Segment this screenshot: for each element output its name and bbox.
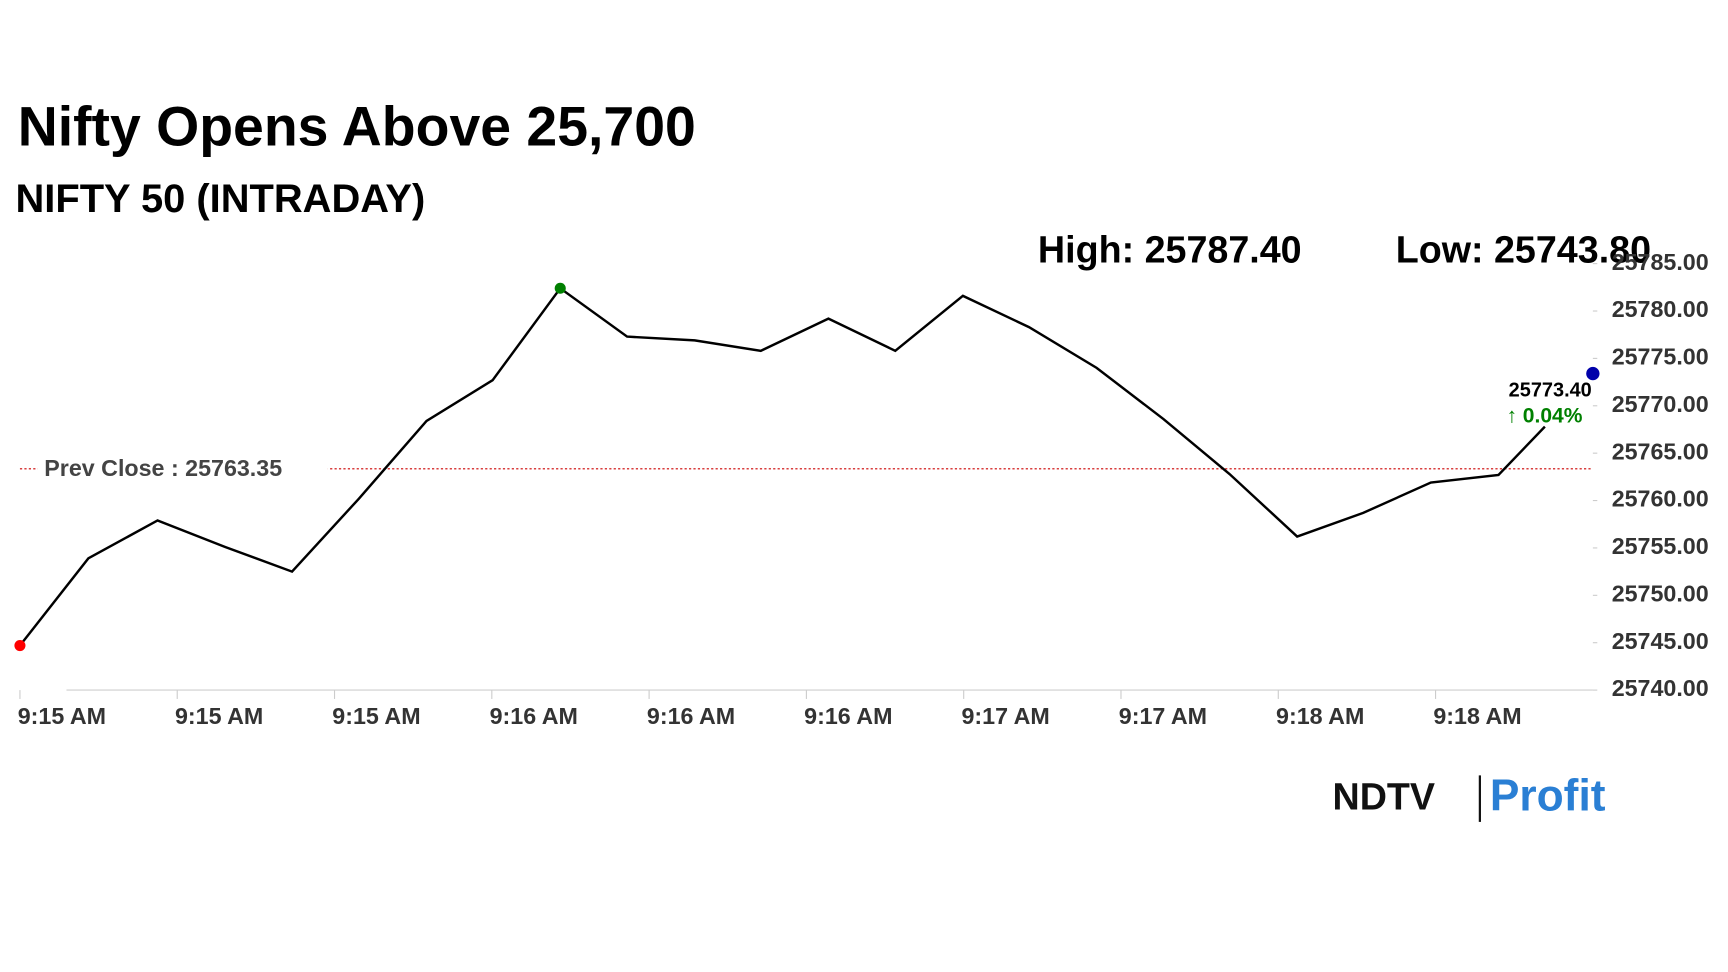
y-tick-label: 25750.00 [1612, 580, 1709, 606]
last-change-label: ↑ 0.04% [1506, 404, 1582, 427]
y-tick-label: 25785.00 [1612, 249, 1709, 275]
y-tick-label: 25770.00 [1612, 391, 1709, 417]
chart-title: Nifty Opens Above 25,700 [18, 95, 696, 157]
y-tick-label: 25780.00 [1612, 296, 1709, 322]
x-tick-label: 9:15 AM [18, 703, 106, 729]
y-tick-label: 25740.00 [1612, 675, 1709, 701]
x-tick-label: 9:16 AM [490, 703, 578, 729]
high-label: High: 25787.40 [1038, 229, 1302, 271]
x-tick-label: 9:15 AM [175, 703, 263, 729]
y-tick-label: 25760.00 [1612, 486, 1709, 512]
chart-subtitle: NIFTY 50 (INTRADAY) [16, 177, 426, 221]
last-marker [1586, 366, 1600, 381]
high-marker [554, 282, 566, 294]
y-tick-label: 25765.00 [1612, 438, 1709, 464]
x-tick-label: 9:17 AM [1119, 703, 1207, 729]
y-tick-label: 25775.00 [1612, 344, 1709, 370]
logo: NDTV Profit [1333, 771, 1606, 822]
x-tick-label: 9:18 AM [1433, 703, 1521, 729]
line [18, 286, 1546, 647]
logo-product: Profit [1490, 771, 1606, 820]
y-tick-label: 25755.00 [1612, 533, 1709, 559]
prev-close-bg [37, 453, 328, 485]
logo-brand: NDTV [1333, 776, 1436, 818]
x-tick-label: 9:15 AM [332, 703, 420, 729]
x-tick-label: 9:18 AM [1276, 703, 1364, 729]
low-label: Low: 25743.80 [1396, 229, 1651, 271]
y-tick-label: 25745.00 [1612, 628, 1709, 654]
x-tick-label: 9:16 AM [804, 703, 892, 729]
x-tick-label: 9:17 AM [961, 703, 1049, 729]
last-value-label: 25773.40 [1509, 380, 1592, 402]
x-tick-label: 9:16 AM [647, 703, 735, 729]
low-marker [14, 640, 26, 652]
prev-close-label: Prev Close : 25763.35 [44, 455, 282, 481]
